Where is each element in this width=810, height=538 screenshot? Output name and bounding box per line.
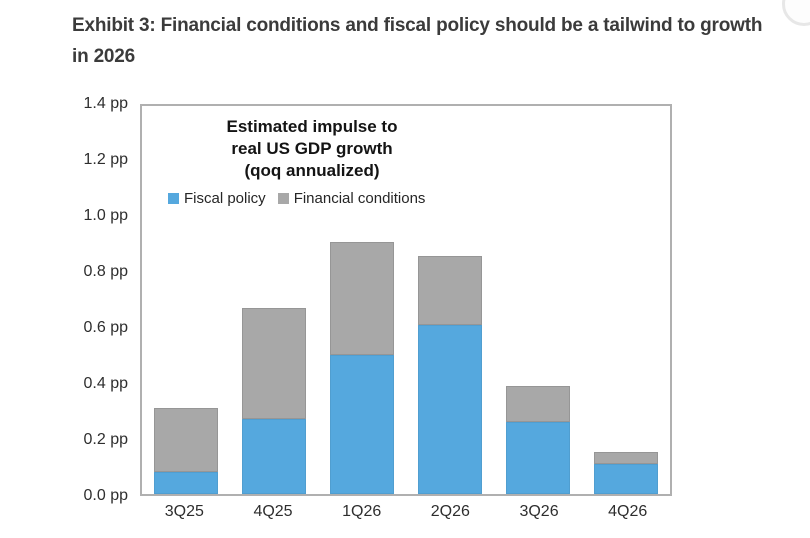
y-tick-label: 0.0 pp bbox=[83, 487, 128, 504]
bar-segment-fiscal-policy bbox=[418, 324, 482, 494]
legend-swatch-fiscal-policy-icon bbox=[168, 193, 179, 204]
bar-stack bbox=[242, 308, 306, 494]
legend-item-fiscal-policy: Fiscal policy bbox=[168, 190, 266, 207]
bar-stack bbox=[506, 385, 570, 494]
bar-segment-financial-conditions bbox=[594, 452, 658, 464]
bar-segment-financial-conditions bbox=[242, 308, 306, 420]
bar-group-1Q26 bbox=[318, 106, 406, 494]
x-tick-label-2Q26: 2Q26 bbox=[430, 503, 470, 520]
legend-label-financial-conditions: Financial conditions bbox=[293, 190, 426, 207]
bar-segment-financial-conditions bbox=[506, 385, 570, 422]
y-tick-label: 1.0 pp bbox=[83, 207, 128, 224]
x-tick-label-3Q26: 3Q26 bbox=[519, 503, 559, 520]
bar-group-4Q26 bbox=[582, 106, 670, 494]
bar-segment-financial-conditions bbox=[418, 255, 482, 325]
bar-segment-fiscal-policy bbox=[506, 421, 570, 494]
x-tick-label-3Q25: 3Q25 bbox=[164, 503, 204, 520]
chart-inner-title-line2: real US GDP growth bbox=[231, 139, 393, 158]
bar-group-3Q26 bbox=[494, 106, 582, 494]
x-tick-label-4Q25: 4Q25 bbox=[253, 503, 293, 520]
bar-segment-financial-conditions bbox=[154, 408, 218, 472]
plot-area: Estimated impulse to real US GDP growth … bbox=[140, 104, 672, 496]
chart-legend: Fiscal policy Financial conditions bbox=[168, 190, 425, 207]
chart-inner-title-line3: (qoq annualized) bbox=[244, 161, 380, 180]
x-axis-tick-labels: 3Q25 4Q25 1Q26 2Q26 3Q26 4Q26 bbox=[140, 503, 672, 521]
bar-group-4Q25 bbox=[230, 106, 318, 494]
chart-inner-title: Estimated impulse to real US GDP growth … bbox=[162, 116, 462, 182]
legend-swatch-financial-conditions-icon bbox=[277, 193, 289, 204]
x-tick-label-4Q26: 4Q26 bbox=[608, 503, 648, 520]
bar-stack bbox=[330, 241, 394, 494]
bar-stack bbox=[594, 452, 658, 494]
exhibit-title-line2: in 2026 bbox=[72, 46, 136, 67]
bar-group-2Q26 bbox=[406, 106, 494, 494]
exhibit-title: Exhibit 3: Financial conditions and fisc… bbox=[72, 10, 802, 72]
bar-group-3Q25 bbox=[142, 106, 230, 494]
bar-stack bbox=[154, 408, 218, 494]
chart-inner-title-line1: Estimated impulse to bbox=[226, 117, 398, 136]
bar-segment-fiscal-policy bbox=[154, 471, 218, 494]
y-tick-label: 0.8 pp bbox=[83, 263, 128, 280]
bar-segment-fiscal-policy bbox=[330, 355, 394, 494]
y-tick-label: 1.4 pp bbox=[83, 95, 128, 112]
y-tick-label: 1.2 pp bbox=[83, 151, 128, 168]
x-tick-label-1Q26: 1Q26 bbox=[342, 503, 382, 520]
legend-item-financial-conditions: Financial conditions bbox=[277, 190, 426, 207]
bar-segment-fiscal-policy bbox=[594, 463, 658, 494]
y-tick-label: 0.2 pp bbox=[83, 431, 128, 448]
bars-row bbox=[142, 106, 670, 494]
legend-label-fiscal-policy: Fiscal policy bbox=[184, 190, 266, 207]
y-tick-label: 0.4 pp bbox=[83, 375, 128, 392]
y-tick-label: 0.6 pp bbox=[83, 319, 128, 336]
exhibit-title-line1: Exhibit 3: Financial conditions and fisc… bbox=[72, 15, 763, 36]
bar-segment-financial-conditions bbox=[330, 241, 394, 356]
bar-stack bbox=[418, 255, 482, 494]
bar-segment-fiscal-policy bbox=[242, 419, 306, 494]
